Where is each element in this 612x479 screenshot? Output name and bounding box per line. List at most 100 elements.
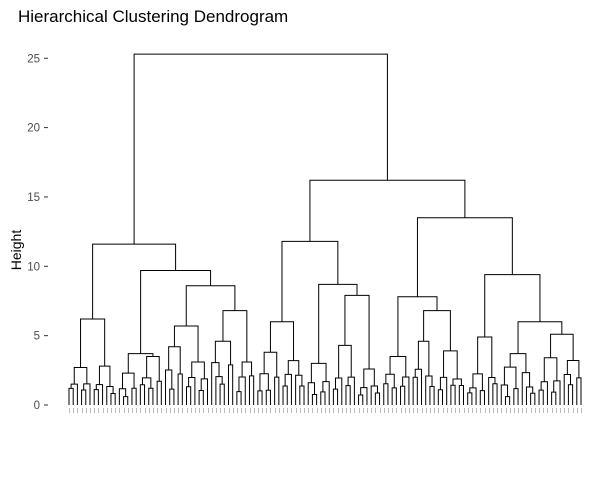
dendrogram-branch bbox=[169, 388, 175, 405]
leaf-label: — bbox=[403, 408, 409, 413]
dendrogram-branch bbox=[500, 384, 509, 405]
leaf-label: — bbox=[314, 408, 320, 413]
leaf-label: — bbox=[520, 408, 526, 413]
dendrogram-branch bbox=[469, 387, 477, 405]
dendrogram-branch bbox=[200, 378, 208, 405]
dendrogram-branch bbox=[106, 386, 114, 405]
dendrogram-branch bbox=[241, 361, 253, 378]
leaf-label: — bbox=[230, 408, 236, 413]
dendrogram-branch bbox=[488, 377, 496, 405]
leaf-label: — bbox=[575, 408, 581, 413]
dendrogram-branch bbox=[110, 392, 116, 405]
leaf-label: — bbox=[96, 408, 102, 413]
leaf-label: — bbox=[243, 408, 249, 413]
leaf-label: — bbox=[436, 408, 442, 413]
leaf-label: — bbox=[323, 408, 329, 413]
leaf-label: — bbox=[507, 408, 513, 413]
leaf-label: — bbox=[289, 408, 295, 413]
leaf-label: — bbox=[180, 408, 186, 413]
dendrogram-branch bbox=[259, 373, 269, 391]
dendrogram-branch bbox=[400, 385, 406, 405]
dendrogram-branch bbox=[257, 390, 263, 405]
dendrogram-branch bbox=[412, 376, 418, 405]
dendrogram-branch bbox=[123, 396, 129, 405]
leaf-label: — bbox=[382, 408, 388, 413]
leaf-label: — bbox=[75, 408, 81, 413]
leaf-label: — bbox=[121, 408, 127, 413]
leaf-label: — bbox=[100, 408, 106, 413]
dendrogram-branch bbox=[423, 310, 451, 351]
dendrogram-branch bbox=[287, 360, 300, 376]
dendrogram-branch bbox=[81, 389, 87, 405]
leaf-label: — bbox=[142, 408, 148, 413]
dendrogram-branch bbox=[214, 340, 232, 365]
leaf-label: — bbox=[562, 408, 568, 413]
dendrogram-branch bbox=[551, 391, 557, 405]
dendrogram-branch bbox=[227, 364, 234, 405]
dendrogram-branch bbox=[484, 274, 541, 338]
leaf-label: — bbox=[461, 408, 467, 413]
dendrogram-branch bbox=[299, 385, 305, 405]
dendrogram-branch bbox=[385, 373, 395, 388]
leaf-label: — bbox=[465, 408, 471, 413]
dendrogram-branch bbox=[567, 384, 574, 405]
dendrogram-branch bbox=[186, 386, 192, 405]
y-tick-label: 15 bbox=[27, 192, 40, 204]
dendrogram-branch bbox=[439, 376, 448, 405]
dendrogram-branch bbox=[492, 383, 498, 405]
dendrogram-branch bbox=[370, 385, 378, 405]
leaf-label: — bbox=[579, 408, 585, 413]
leaf-label: — bbox=[113, 408, 119, 413]
leaf-label: — bbox=[281, 408, 287, 413]
leaf-label: — bbox=[398, 408, 404, 413]
dendrogram-branch bbox=[530, 392, 536, 405]
dendrogram-branch bbox=[397, 296, 438, 357]
dendrogram-branch bbox=[83, 383, 91, 405]
leaf-label: — bbox=[478, 408, 484, 413]
dendrogram-branch bbox=[236, 391, 242, 405]
leaf-label: — bbox=[268, 408, 274, 413]
dendrogram-branch bbox=[525, 386, 534, 405]
leaf-label: — bbox=[109, 408, 115, 413]
leaf-label: — bbox=[155, 408, 161, 413]
leaf-label: — bbox=[545, 408, 551, 413]
dendrogram-branch bbox=[73, 367, 88, 385]
dendrogram-branch bbox=[504, 396, 511, 405]
dendrogram-branch bbox=[265, 389, 271, 405]
leaf-label: — bbox=[499, 408, 505, 413]
leaf-label: — bbox=[428, 408, 434, 413]
y-tick-label: 10 bbox=[27, 261, 40, 273]
leaf-label: — bbox=[457, 408, 463, 413]
leaf-label: — bbox=[218, 408, 224, 413]
leaf-label: — bbox=[445, 408, 451, 413]
dendrogram-branch bbox=[540, 381, 548, 405]
dendrogram-branch bbox=[156, 380, 162, 405]
dendrogram-branch bbox=[363, 368, 375, 388]
dendrogram-branch bbox=[344, 294, 370, 369]
leaf-label: — bbox=[394, 408, 400, 413]
leaf-label: — bbox=[365, 408, 371, 413]
leaf-label: — bbox=[117, 408, 123, 413]
leaf-label: — bbox=[256, 408, 262, 413]
dendrogram-branch bbox=[311, 393, 318, 405]
dendrogram-branch bbox=[509, 353, 527, 373]
y-tick-label: 5 bbox=[34, 331, 40, 343]
leaf-label: — bbox=[138, 408, 144, 413]
leaf-label: — bbox=[528, 408, 534, 413]
dendrogram-branch bbox=[191, 361, 205, 379]
dendrogram-branch bbox=[450, 384, 456, 405]
dendrogram-branch bbox=[70, 383, 78, 405]
dendrogram-branch bbox=[334, 377, 343, 405]
leaf-label: — bbox=[503, 408, 509, 413]
leaf-label: — bbox=[151, 408, 157, 413]
dendrogram-branch bbox=[222, 310, 248, 362]
leaf-label: — bbox=[126, 408, 132, 413]
leaf-label: — bbox=[201, 408, 207, 413]
leaf-label: — bbox=[386, 408, 392, 413]
leaf-label: — bbox=[512, 408, 518, 413]
dendrogram-branch bbox=[133, 53, 388, 245]
leaf-label: — bbox=[558, 408, 564, 413]
leaf-label: — bbox=[189, 408, 195, 413]
leaf-label: — bbox=[222, 408, 228, 413]
leaf-label: — bbox=[566, 408, 572, 413]
